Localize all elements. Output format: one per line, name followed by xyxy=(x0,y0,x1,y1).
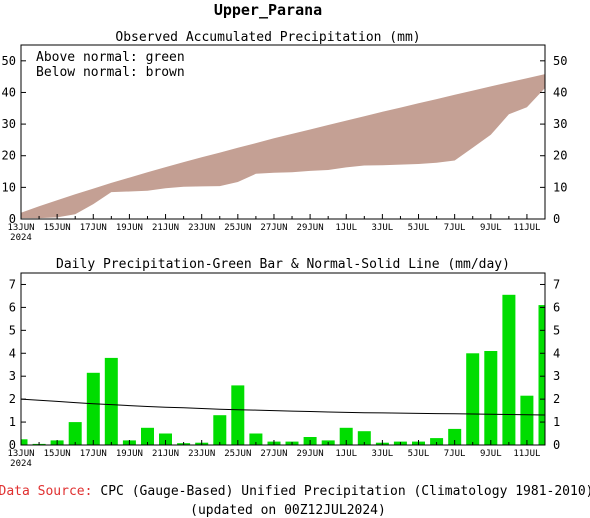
daily-normal-line xyxy=(20,398,546,416)
y-tick-label-left: 4 xyxy=(9,346,16,360)
daily-precip-bar xyxy=(502,294,516,445)
x-tick-label: 21JUN xyxy=(152,223,179,233)
x-tick-label: 7JUL xyxy=(444,449,466,459)
daily-precip-bar xyxy=(231,385,245,445)
x-tick-label: 11JUL xyxy=(513,449,540,459)
y-tick-label-right: 1 xyxy=(553,415,560,429)
x-tick-label: 23JUN xyxy=(188,223,215,233)
daily-precip-bar xyxy=(21,439,28,445)
daily-precip-bar xyxy=(466,353,480,445)
x-tick-label: 19JUN xyxy=(116,449,143,459)
daily-precip-bar xyxy=(484,351,498,445)
x-tick-label: 15JUN xyxy=(44,449,71,459)
y-tick-label-left: 40 xyxy=(2,85,16,99)
y-tick-label-left: 1 xyxy=(9,415,16,429)
y-tick-label-right: 20 xyxy=(553,149,567,163)
daily-precip-bar xyxy=(448,428,462,445)
x-year-label: 2024 xyxy=(10,233,32,243)
daily-precip-bar xyxy=(213,415,227,445)
y-tick-label-left: 0 xyxy=(9,438,16,452)
y-tick-label-right: 5 xyxy=(553,323,560,337)
y-tick-label-left: 0 xyxy=(9,212,16,226)
y-tick-label-right: 7 xyxy=(553,277,560,291)
legend-note: Above normal: green xyxy=(36,50,185,65)
daily-precip-bar xyxy=(141,427,154,445)
daily-precip-bar xyxy=(357,431,371,445)
data-source-label: Data Source: xyxy=(0,484,92,499)
x-tick-label: 1JUL xyxy=(335,449,357,459)
y-tick-label-left: 2 xyxy=(9,392,16,406)
x-tick-label: 21JUN xyxy=(152,449,179,459)
x-tick-label: 23JUN xyxy=(188,449,215,459)
y-tick-label-right: 40 xyxy=(553,85,567,99)
y-tick-label-left: 20 xyxy=(2,149,16,163)
daily-precip-bar xyxy=(249,433,263,445)
accumulated-chart-title: Observed Accumulated Precipitation (mm) xyxy=(115,30,420,45)
y-tick-label-right: 30 xyxy=(553,117,567,131)
y-tick-label-left: 5 xyxy=(9,323,16,337)
x-tick-label: 27JUN xyxy=(260,223,287,233)
y-tick-label-right: 4 xyxy=(553,346,560,360)
daily-precip-bar xyxy=(86,372,100,445)
x-tick-label: 13JUN xyxy=(7,449,34,459)
x-tick-label: 11JUL xyxy=(513,223,540,233)
y-tick-label-right: 50 xyxy=(553,54,567,68)
x-tick-label: 29JUN xyxy=(297,449,324,459)
x-tick-label: 13JUN xyxy=(7,223,34,233)
daily-precip-bar xyxy=(339,427,353,445)
daily-precip-bar xyxy=(159,433,172,445)
x-tick-label: 7JUL xyxy=(444,223,466,233)
daily-precip-bar xyxy=(104,357,118,445)
x-tick-label: 25JUN xyxy=(224,449,251,459)
x-tick-label: 17JUN xyxy=(80,449,107,459)
y-tick-label-right: 2 xyxy=(553,392,560,406)
x-tick-label: 15JUN xyxy=(44,223,71,233)
x-tick-label: 1JUL xyxy=(335,223,357,233)
x-tick-label: 5JUL xyxy=(408,223,430,233)
plot-frame xyxy=(20,44,546,220)
y-tick-label-right: 6 xyxy=(553,300,560,314)
legend-note: Below normal: brown xyxy=(36,65,185,80)
y-tick-label-left: 7 xyxy=(9,277,16,291)
y-tick-label-left: 10 xyxy=(2,180,16,194)
updated-note: (updated on 00Z12JUL2024) xyxy=(190,503,386,518)
below-normal-deficit-area xyxy=(21,74,545,219)
x-tick-label: 3JUL xyxy=(372,223,394,233)
data-source-text: CPC (Gauge-Based) Unified Precipitation … xyxy=(100,484,590,499)
daily-chart-title: Daily Precipitation-Green Bar & Normal-S… xyxy=(56,257,510,272)
daily-precip-bar xyxy=(430,438,444,445)
daily-chart-panel: 0 0 1 1 2 2 3 3 4 4 5 5 6 6 7 7 13JUN 15JUN 17JUN 19JUN 21JU… xyxy=(7,272,560,469)
y-tick-label-left: 3 xyxy=(9,369,16,383)
data-source-line: Data Source: CPC (Gauge-Based) Unified Pr… xyxy=(0,484,590,499)
x-year-label: 2024 xyxy=(10,459,32,469)
x-tick-label: 5JUL xyxy=(408,449,430,459)
x-tick-label: 27JUN xyxy=(260,449,287,459)
y-tick-label-right: 0 xyxy=(553,438,560,452)
accumulated-chart-panel: 0 0 10 10 20 20 30 30 40 40 50 50 13JUN 15JUN 17JUN 19J… xyxy=(2,44,567,243)
x-tick-label: 29JUN xyxy=(297,223,324,233)
plot-frame xyxy=(20,272,546,446)
x-tick-label: 9JUL xyxy=(480,449,502,459)
y-tick-label-right: 3 xyxy=(553,369,560,383)
x-tick-label: 17JUN xyxy=(80,223,107,233)
region-title: Upper_Parana xyxy=(214,1,322,19)
y-tick-label-left: 50 xyxy=(2,54,16,68)
x-tick-label: 9JUL xyxy=(480,223,502,233)
y-tick-label-left: 6 xyxy=(9,300,16,314)
y-tick-label-right: 10 xyxy=(553,180,567,194)
y-tick-label-right: 0 xyxy=(553,212,560,226)
daily-precip-bar xyxy=(520,395,534,445)
daily-precip-bar xyxy=(68,422,82,445)
x-tick-label: 19JUN xyxy=(116,223,143,233)
daily-precip-bar xyxy=(538,305,545,445)
y-tick-label-left: 30 xyxy=(2,117,16,131)
x-tick-label: 25JUN xyxy=(224,223,251,233)
x-tick-label: 3JUL xyxy=(372,449,394,459)
